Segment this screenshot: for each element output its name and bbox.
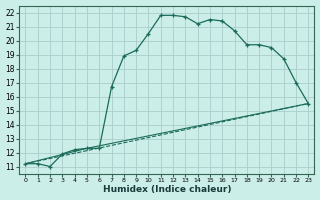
X-axis label: Humidex (Indice chaleur): Humidex (Indice chaleur) [103,185,231,194]
